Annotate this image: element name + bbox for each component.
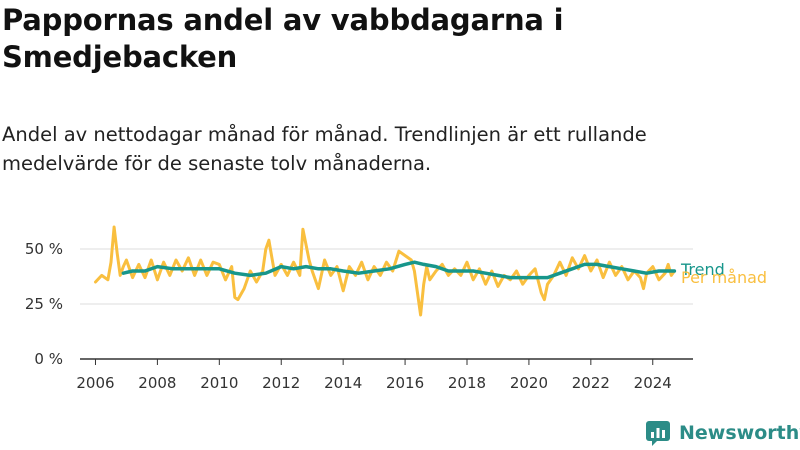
chart-subtitle: Andel av nettodagar månad för månad. Tre… xyxy=(2,123,647,175)
x-tick-label: 2018 xyxy=(448,374,486,392)
x-tick-label: 2008 xyxy=(138,374,176,392)
x-tick-label: 2010 xyxy=(200,374,238,392)
x-tick-label: 2012 xyxy=(262,374,300,392)
x-tick-label: 2016 xyxy=(386,374,424,392)
y-tick-label: 50 % xyxy=(25,240,63,258)
x-tick-label: 2006 xyxy=(76,374,114,392)
series-line-per-manad xyxy=(94,225,676,317)
series-layer xyxy=(94,225,677,317)
series-line-trend xyxy=(121,260,677,280)
y-tick-label: 0 % xyxy=(34,350,63,368)
chart-title: Pappornas andel av vabbdagarna i Smedjeb… xyxy=(2,3,564,74)
x-tick-label: 2022 xyxy=(572,374,610,392)
x-tick-label: 2024 xyxy=(634,374,672,392)
axis-layer: 0 % 25 % 50 % 2006 2008 2010 2012 2014 2016 2018 2… xyxy=(25,240,693,392)
newsworthy-chart-icon xyxy=(646,421,670,446)
x-tick-label: 2014 xyxy=(324,374,362,392)
x-tick-label: 2020 xyxy=(510,374,548,392)
series-label-per-manad: Per månad xyxy=(681,268,767,287)
newsworthy-logo: Newsworthy xyxy=(645,420,800,446)
y-tick-label: 25 % xyxy=(25,295,63,313)
brand-name: Newsworthy xyxy=(679,422,800,444)
grid-layer xyxy=(80,248,693,305)
series-label-trend: Trend xyxy=(680,260,725,279)
